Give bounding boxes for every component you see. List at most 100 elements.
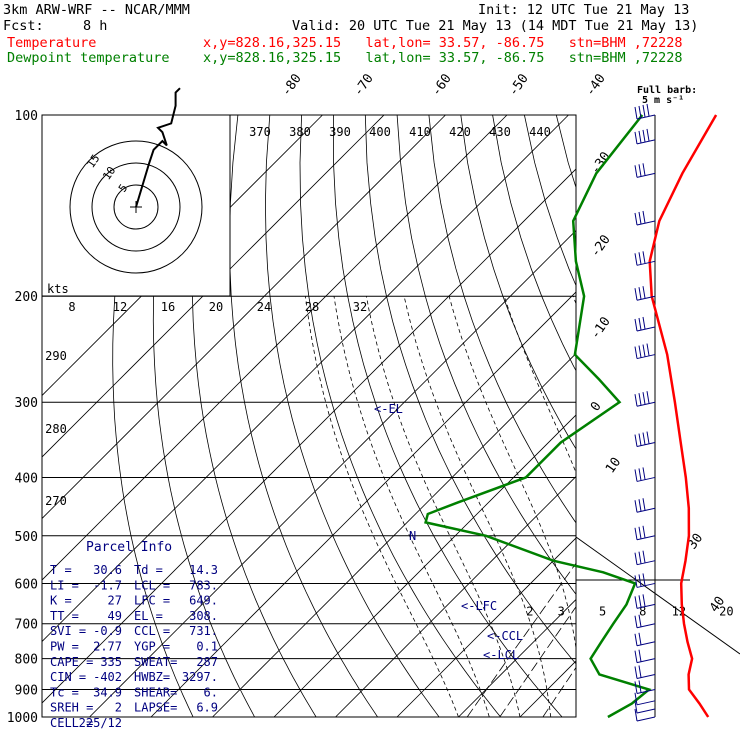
- temperature-curve: [648, 114, 718, 718]
- wind-barb-flag: [634, 469, 638, 482]
- hodograph-ring: [113, 184, 159, 230]
- hodograph-axis-label: 24: [257, 300, 271, 314]
- parcel-field: 49: [108, 609, 122, 623]
- hodograph-ring-label: 10: [100, 164, 118, 182]
- parcel-field: HWBZ=: [134, 670, 170, 684]
- parcel-field: 287: [196, 655, 218, 669]
- parcel-field: 0.1: [196, 640, 218, 654]
- wind-barb: [634, 594, 656, 609]
- parcel-field: CELL =: [50, 716, 93, 730]
- wind-barb: [634, 431, 656, 448]
- wind-barb-flag: [642, 525, 646, 538]
- wind-barb: [634, 163, 656, 178]
- parcel-field: -1.7: [93, 578, 122, 592]
- wind-barb-shaft: [636, 560, 656, 566]
- wind-barb-flag: [634, 253, 638, 266]
- forecast-hour: 8 h: [83, 18, 108, 34]
- plot-frame: [41, 114, 577, 718]
- wind-barb-flag: [638, 551, 642, 564]
- wind-barb-flag: [642, 163, 646, 176]
- parcel-field: YGP =: [134, 640, 170, 654]
- wind-barb-flag: [638, 393, 642, 406]
- wind-barb-shaft: [636, 507, 656, 513]
- moist-adiabat-line: [659, 296, 704, 717]
- wind-barb-flag: [638, 317, 642, 331]
- wind-barb-flag: [642, 129, 646, 143]
- wind-barb-flag: [642, 498, 646, 511]
- wind-barb-flag: [646, 431, 650, 444]
- dry-adiabat-line: [428, 115, 576, 524]
- wind-barb-flag: [638, 632, 642, 645]
- isotherm-line: [42, 168, 576, 704]
- isotherm-line: [582, 115, 740, 717]
- wind-barb: [634, 498, 656, 513]
- wind-barb-shaft: [636, 623, 656, 629]
- mixing-ratio-line: [466, 562, 576, 717]
- isotherm-line: [458, 598, 576, 717]
- wind-barb-flag: [634, 692, 638, 705]
- wind-barb-flag: [634, 700, 638, 714]
- wind-barb-flag: [646, 391, 650, 404]
- wind-barb-flag: [638, 595, 642, 608]
- wind-barb-flag: [642, 251, 646, 264]
- wind-barb: [634, 128, 656, 145]
- isobar-500-extension: [575, 536, 740, 655]
- wind-barb-flag: [642, 392, 646, 405]
- hodograph-axis-label: 20: [209, 300, 223, 314]
- mixing-ratio-label: 3: [558, 605, 565, 619]
- wind-barb-flag: [638, 252, 642, 265]
- parcel-field: 783.: [189, 578, 218, 592]
- wind-barb-flag: [638, 130, 642, 144]
- wind-barb: [634, 467, 656, 482]
- moist-adiabat-line: [305, 296, 459, 717]
- mixing-ratio-label: 2: [526, 605, 533, 619]
- barb-legend-speed: 5 m s⁻¹: [642, 95, 684, 106]
- isotherm-line: [705, 115, 740, 717]
- lcl-marker: <-LCL: [483, 648, 519, 662]
- parcel-field: Tc =: [50, 685, 79, 699]
- parcel-field: 225/12: [79, 716, 122, 730]
- dry-adiabat-line: [229, 115, 378, 717]
- dry-adiabat-line: [152, 115, 255, 717]
- dry-adiabat-label: 280: [45, 422, 67, 436]
- parcel-field: SVI =: [50, 624, 86, 638]
- pressure-label-600: 600: [15, 577, 38, 592]
- wind-barb-flag: [638, 287, 642, 300]
- wind-barb: [634, 665, 656, 679]
- wind-barb-flag: [634, 394, 638, 407]
- mixing-ratio-label: 20: [719, 605, 733, 619]
- dry-adiabat-line: [112, 115, 194, 717]
- parcel-field: 649.: [189, 594, 218, 608]
- isotherm-label: 10: [603, 455, 624, 476]
- n-marker: N: [409, 529, 416, 543]
- dry-adiabat-line: [191, 115, 317, 717]
- wind-barb: [634, 251, 656, 266]
- theta-label: 440: [529, 125, 551, 139]
- isotherm-label: -30: [588, 149, 614, 177]
- hodograph-axis-label: 12: [113, 300, 127, 314]
- pressure-label-800: 800: [15, 653, 38, 668]
- parcel-field: 6.9: [196, 701, 218, 715]
- wind-barb-flag: [646, 128, 650, 142]
- parcel-field: 14.3: [189, 563, 218, 577]
- wind-barb-shaft: [636, 139, 656, 145]
- wind-barb-shaft: [636, 260, 656, 266]
- wind-barb: [634, 573, 656, 588]
- wind-barb-flag: [638, 211, 642, 225]
- wind-barb-flag: [642, 286, 646, 299]
- wind-barb: [634, 692, 656, 706]
- wind-barb-flag: [634, 434, 638, 447]
- wind-barb-shaft: [636, 700, 656, 706]
- parcel-field: 34.9: [93, 685, 122, 699]
- isotherm-label: -20: [588, 232, 614, 260]
- wind-barb: [634, 708, 656, 722]
- wind-barb-flag: [638, 680, 642, 693]
- wind-barb-flag: [634, 106, 638, 120]
- wind-barb-shaft: [636, 603, 656, 609]
- temperature-location: x,y=828.16,325.15 lat,lon= 33.57, -86.75…: [203, 35, 683, 51]
- wind-barb-flag: [634, 666, 638, 679]
- parcel-field: 335: [100, 655, 122, 669]
- valid-time: Valid: 20 UTC Tue 21 May 13 (14 MDT Tue …: [292, 18, 699, 34]
